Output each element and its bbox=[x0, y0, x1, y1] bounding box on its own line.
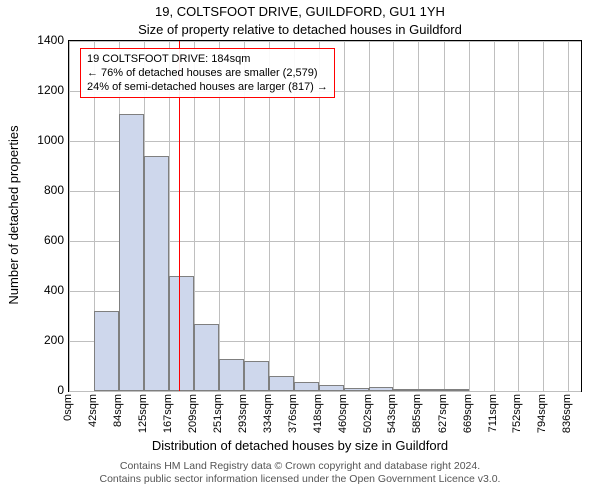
gridline-v bbox=[494, 41, 495, 391]
histogram-bar bbox=[269, 376, 294, 391]
x-tick-label: 42sqm bbox=[87, 394, 99, 427]
histogram-bar bbox=[219, 359, 244, 392]
histogram-bar bbox=[169, 276, 194, 391]
x-tick-label: 418sqm bbox=[312, 394, 324, 433]
gridline-h bbox=[69, 141, 581, 142]
y-tick-label: 200 bbox=[24, 333, 64, 347]
y-axis-label: Number of detached properties bbox=[6, 125, 21, 304]
x-tick-label: 752sqm bbox=[511, 394, 523, 433]
y-tick-label: 800 bbox=[24, 183, 64, 197]
gridline-v bbox=[518, 41, 519, 391]
annotation-line: 19 COLTSFOOT DRIVE: 184sqm bbox=[87, 52, 328, 66]
x-tick-label: 125sqm bbox=[137, 394, 149, 433]
page-title: 19, COLTSFOOT DRIVE, GUILDFORD, GU1 1YH bbox=[0, 4, 600, 19]
annotation-line: ← 76% of detached houses are smaller (2,… bbox=[87, 66, 328, 80]
histogram-bar bbox=[94, 311, 119, 391]
y-tick-label: 400 bbox=[24, 283, 64, 297]
histogram-bar bbox=[344, 388, 369, 391]
chart-container: 19, COLTSFOOT DRIVE, GUILDFORD, GU1 1YH … bbox=[0, 0, 600, 500]
gridline-v bbox=[444, 41, 445, 391]
histogram-bar bbox=[393, 389, 418, 392]
footer-line: Contains HM Land Registry data © Crown c… bbox=[20, 460, 580, 473]
gridline-v bbox=[69, 41, 70, 391]
x-tick-label: 669sqm bbox=[462, 394, 474, 433]
gridline-v bbox=[543, 41, 544, 391]
x-axis-label: Distribution of detached houses by size … bbox=[0, 438, 600, 453]
histogram-bar bbox=[294, 382, 319, 391]
gridline-v bbox=[344, 41, 345, 391]
y-tick-label: 1400 bbox=[24, 33, 64, 47]
x-tick-label: 585sqm bbox=[411, 394, 423, 433]
histogram-bar bbox=[444, 389, 469, 391]
x-tick-label: 460sqm bbox=[337, 394, 349, 433]
gridline-h bbox=[69, 391, 581, 392]
histogram-bar bbox=[119, 114, 143, 392]
x-tick-label: 334sqm bbox=[262, 394, 274, 433]
footer-line: Contains public sector information licen… bbox=[20, 473, 580, 486]
y-tick-label: 0 bbox=[24, 383, 64, 397]
page-subtitle: Size of property relative to detached ho… bbox=[0, 22, 600, 37]
x-tick-label: 84sqm bbox=[112, 394, 124, 427]
histogram-bar bbox=[244, 361, 268, 391]
footer: Contains HM Land Registry data © Crown c… bbox=[20, 460, 580, 486]
x-tick-label: 627sqm bbox=[437, 394, 449, 433]
x-tick-label: 251sqm bbox=[212, 394, 224, 433]
annotation-box: 19 COLTSFOOT DRIVE: 184sqm ← 76% of deta… bbox=[80, 48, 335, 98]
histogram-bar bbox=[369, 387, 393, 391]
histogram-bar bbox=[319, 385, 344, 391]
gridline-v bbox=[418, 41, 419, 391]
x-tick-label: 209sqm bbox=[187, 394, 199, 433]
annotation-line: 24% of semi-detached houses are larger (… bbox=[87, 80, 328, 94]
gridline-v bbox=[393, 41, 394, 391]
x-tick-label: 543sqm bbox=[386, 394, 398, 433]
y-tick-label: 600 bbox=[24, 233, 64, 247]
x-tick-label: 794sqm bbox=[536, 394, 548, 433]
histogram-bar bbox=[418, 389, 443, 391]
gridline-h bbox=[69, 41, 581, 42]
x-tick-label: 502sqm bbox=[362, 394, 374, 433]
y-tick-label: 1000 bbox=[24, 133, 64, 147]
x-tick-label: 376sqm bbox=[287, 394, 299, 433]
histogram-bar bbox=[194, 324, 219, 392]
x-tick-label: 167sqm bbox=[162, 394, 174, 433]
x-tick-label: 711sqm bbox=[487, 394, 499, 432]
histogram-bar bbox=[144, 156, 169, 391]
x-tick-label: 293sqm bbox=[237, 394, 249, 433]
y-tick-label: 1200 bbox=[24, 83, 64, 97]
gridline-v bbox=[469, 41, 470, 391]
x-tick-label: 836sqm bbox=[561, 394, 573, 433]
x-tick-label: 0sqm bbox=[62, 394, 74, 421]
gridline-v bbox=[568, 41, 569, 391]
gridline-v bbox=[369, 41, 370, 391]
